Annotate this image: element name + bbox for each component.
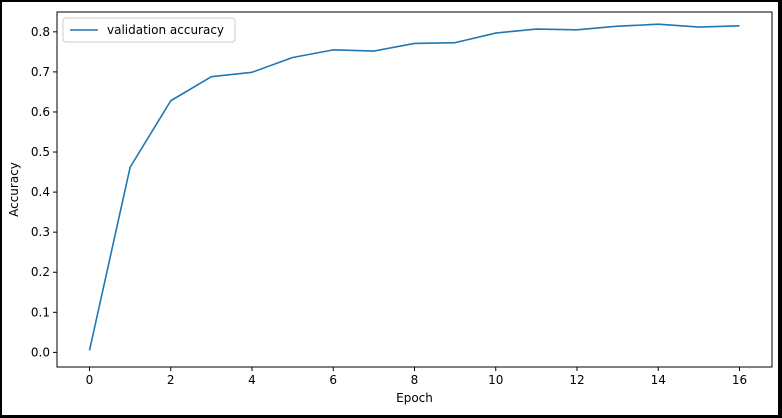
x-tick-label: 2 [167,373,175,387]
y-axis: 0.0 0.1 0.2 0.3 0.4 0.5 0.6 0.7 0.8 [31,25,57,359]
x-tick-label: 4 [248,373,256,387]
y-tick-label: 0.7 [31,65,50,79]
legend-label-validation-accuracy: validation accuracy [107,23,224,37]
y-tick-label: 0.8 [31,25,50,39]
y-tick-label: 0.4 [31,185,50,199]
x-axis-title: Epoch [396,391,433,405]
plot-area [56,11,773,368]
x-tick-label: 14 [651,373,666,387]
x-tick-label: 12 [569,373,584,387]
legend: validation accuracy [62,17,236,43]
series-line [88,23,740,351]
y-tick-label: 0.5 [31,145,50,159]
y-tick-label: 0.0 [31,345,50,359]
y-tick-label: 0.1 [31,305,50,319]
x-axis: 0 2 4 6 8 10 12 14 16 [86,367,747,387]
y-axis-title: Accuracy [7,162,21,217]
x-tick-label: 8 [411,373,419,387]
legend-box [62,17,236,43]
x-tick-label: 16 [732,373,747,387]
y-tick-label: 0.6 [31,105,50,119]
x-tick-label: 10 [488,373,503,387]
y-tick-label: 0.2 [31,265,50,279]
y-tick-label: 0.3 [31,225,50,239]
x-tick-label: 6 [329,373,337,387]
plot-frame [56,11,773,368]
series-layer [88,23,740,351]
x-tick-label: 0 [86,373,94,387]
